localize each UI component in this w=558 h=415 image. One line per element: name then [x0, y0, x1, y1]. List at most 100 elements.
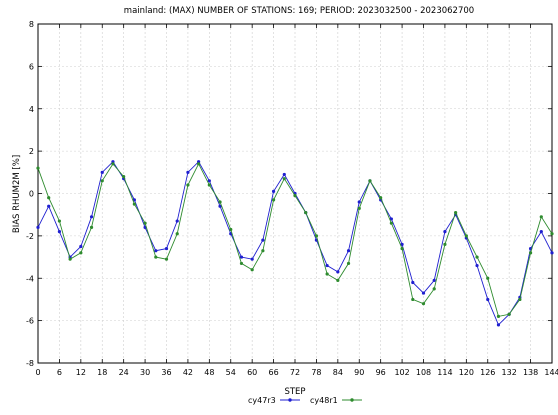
data-point-cy48r1 [539, 215, 543, 219]
data-point-cy47r3 [421, 291, 426, 295]
data-point-cy48r1 [314, 234, 319, 238]
data-point-cy48r1 [111, 162, 115, 166]
legend-label-cy47r3: cy47r3 [248, 396, 276, 405]
data-point-cy48r1 [368, 179, 372, 183]
data-point-cy48r1 [443, 242, 447, 246]
x-tick-label: 102 [394, 368, 409, 377]
data-point-cy48r1 [218, 200, 222, 204]
x-tick-label: 108 [416, 368, 431, 377]
x-tick-label: 12 [76, 368, 86, 377]
data-point-cy47r3 [357, 200, 361, 204]
data-point-cy48r1 [250, 268, 254, 272]
y-tick-label: -6 [26, 317, 34, 326]
data-point-cy47r3 [250, 257, 254, 261]
data-point-cy47r3 [175, 219, 179, 223]
data-point-cy47r3 [486, 297, 490, 302]
legend: cy47r3 cy48r1 [248, 396, 362, 405]
x-tick-label: 126 [480, 368, 495, 377]
data-point-cy48r1 [154, 255, 158, 259]
data-point-cy47r3 [539, 230, 543, 234]
data-point-cy48r1 [122, 174, 126, 179]
data-point-cy47r3 [57, 230, 62, 234]
chart-title: mainland: (MAX) NUMBER OF STATIONS: 169;… [124, 6, 474, 16]
x-tick-label: 54 [226, 368, 236, 377]
data-point-cy48r1 [304, 210, 308, 215]
axes: 0 6 12 18 24 30 36 42 48 54 60 66 72 78 84 90 96 102 108 11… [26, 20, 558, 377]
data-point-cy48r1 [261, 249, 265, 253]
data-point-cy48r1 [164, 257, 169, 261]
data-point-cy47r3 [186, 170, 190, 174]
x-axis-label: STEP [284, 387, 305, 397]
legend-marker-cy48r1 [350, 398, 354, 402]
data-point-cy47r3 [271, 189, 276, 193]
data-point-cy48r1 [143, 221, 147, 225]
data-point-cy47r3 [336, 270, 340, 274]
data-point-cy47r3 [239, 255, 244, 259]
y-tick-label: 4 [29, 105, 34, 114]
data-point-cy48r1 [197, 162, 201, 166]
x-tick-label: 96 [376, 368, 386, 377]
data-point-cy47r3 [207, 179, 211, 183]
data-point-cy48r1 [325, 272, 329, 276]
data-point-cy48r1 [100, 179, 104, 183]
x-tick-label: 24 [119, 368, 129, 377]
data-point-cy48r1 [79, 251, 83, 255]
data-point-cy48r1 [282, 177, 286, 181]
x-tick-label: 36 [161, 368, 171, 377]
data-point-cy47r3 [154, 249, 158, 253]
data-point-cy48r1 [518, 297, 522, 302]
x-tick-label: 18 [97, 368, 107, 377]
data-point-cy47r3 [496, 323, 501, 327]
y-tick-label: 6 [29, 62, 34, 71]
data-point-cy48r1 [475, 255, 479, 259]
data-point-cy48r1 [464, 234, 468, 238]
data-point-cy48r1 [68, 257, 72, 261]
x-tick-label: 30 [140, 368, 150, 377]
data-point-cy47r3 [400, 242, 404, 246]
data-point-cy47r3 [389, 217, 393, 221]
data-point-cy48r1 [36, 166, 40, 170]
data-point-cy48r1 [421, 302, 426, 306]
data-point-cy48r1 [132, 202, 136, 206]
data-point-cy47r3 [325, 263, 329, 268]
data-point-cy48r1 [47, 196, 51, 200]
legend-label-cy48r1: cy48r1 [310, 396, 338, 405]
x-tick-label: 48 [204, 368, 214, 377]
x-tick-label: 42 [183, 368, 193, 377]
data-point-cy48r1 [89, 225, 94, 229]
x-tick-label: 138 [523, 368, 538, 377]
data-point-cy48r1 [528, 251, 533, 255]
data-point-cy47r3 [475, 263, 479, 268]
x-tick-label: 84 [333, 368, 343, 377]
data-point-cy48r1 [293, 194, 297, 198]
x-tick-label: 6 [57, 368, 62, 377]
data-point-cy48r1 [379, 196, 383, 200]
data-point-cy48r1 [496, 314, 501, 318]
x-tick-label: 144 [544, 368, 558, 377]
data-point-cy48r1 [454, 210, 458, 215]
data-point-cy47r3 [432, 278, 436, 282]
data-point-cy48r1 [229, 227, 233, 232]
data-point-cy47r3 [550, 251, 554, 255]
y-tick-label: -8 [26, 359, 34, 368]
data-point-cy48r1 [175, 232, 179, 236]
data-point-cy48r1 [271, 198, 276, 202]
data-point-cy47r3 [164, 246, 169, 251]
legend-marker-cy47r3 [288, 398, 292, 402]
series-group [36, 160, 554, 327]
data-point-cy48r1 [207, 183, 211, 187]
data-point-cy47r3 [47, 204, 51, 208]
x-tick-label: 132 [502, 368, 517, 377]
data-point-cy47r3 [79, 244, 83, 249]
y-tick-label: 8 [29, 20, 34, 29]
x-tick-label: 72 [290, 368, 300, 377]
data-point-cy48r1 [336, 278, 340, 282]
data-point-cy48r1 [57, 219, 62, 223]
series-cy48r1 [36, 162, 554, 318]
y-tick-label: 0 [29, 190, 34, 199]
data-point-cy48r1 [550, 232, 554, 236]
data-point-cy47r3 [218, 204, 222, 208]
data-point-cy48r1 [411, 297, 415, 302]
